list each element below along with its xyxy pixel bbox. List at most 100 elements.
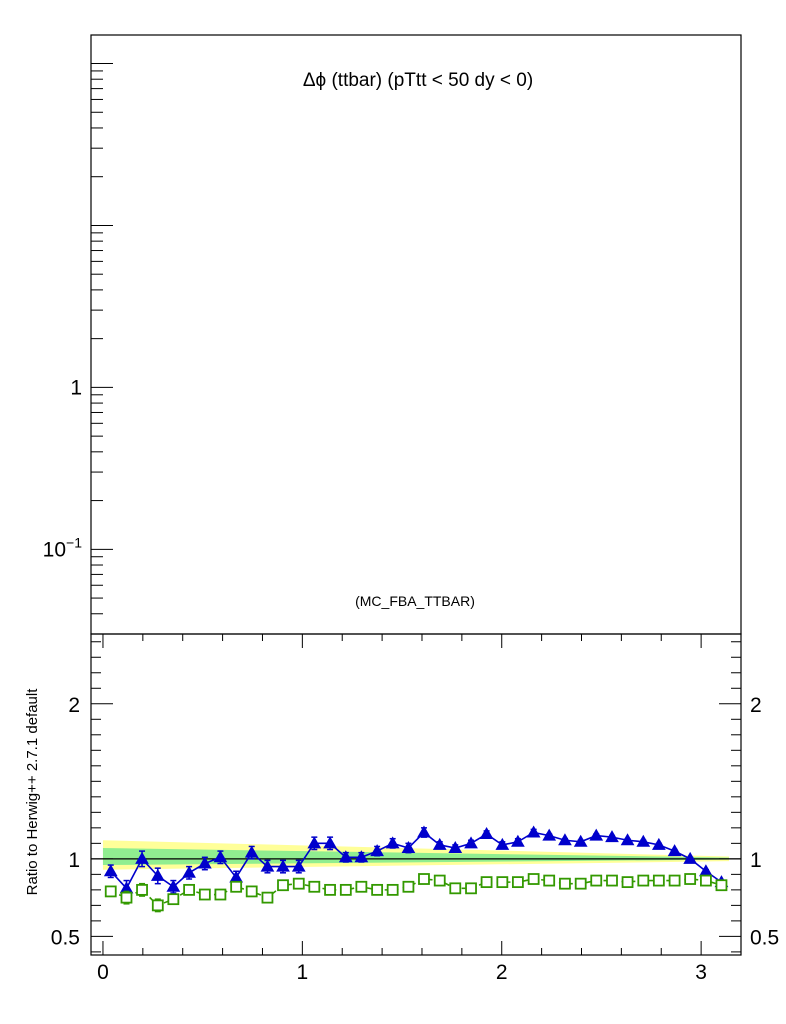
x-tick-label: 0 (97, 961, 109, 984)
data-point-square (496, 876, 509, 889)
data-point-triangle (166, 879, 181, 892)
data-point-triangle (667, 844, 682, 857)
data-point-triangle (526, 825, 541, 838)
data-point-square (684, 873, 697, 885)
data-point-triangle (338, 850, 353, 863)
data-point-square (120, 891, 133, 904)
data-point-square (700, 874, 712, 887)
data-point-triangle (683, 851, 698, 864)
data-point-square (151, 899, 164, 912)
data-point-square (292, 877, 305, 890)
data-point-triangle (511, 834, 525, 847)
data-point-square (214, 888, 227, 901)
data-point-triangle (276, 859, 290, 872)
ratio-y-tick-label-right: 0.5 (750, 926, 779, 949)
ratio-y-tick-label: 2 (68, 694, 80, 717)
data-point-square (277, 879, 289, 892)
data-point-square (386, 883, 399, 896)
data-point-square (339, 883, 352, 896)
ratio-series (103, 825, 729, 913)
ratio-y-tick-label: 1 (68, 849, 80, 872)
x-tick-label: 2 (496, 961, 508, 984)
main-y-axis-labels: 1 10−1 (43, 376, 83, 561)
data-point-triangle (135, 851, 149, 864)
data-point-square (527, 873, 540, 885)
data-point-square (590, 874, 603, 887)
ratio-axis-labels: 0 1 2 3 0.5 0.5 1 1 2 2 (51, 694, 779, 984)
data-point-square (511, 876, 524, 889)
data-point-triangle (150, 868, 165, 881)
data-point-triangle (370, 844, 384, 857)
main-y-axis-ticks (91, 63, 113, 635)
data-point-triangle (605, 830, 619, 843)
main-y-tick-label: 10−1 (43, 534, 83, 561)
tick-label-base: 1 (70, 376, 82, 399)
data-point-square (606, 874, 618, 887)
data-point-square (621, 876, 634, 889)
data-point-triangle (354, 850, 369, 863)
data-point-triangle (417, 825, 431, 838)
main-panel-annotation: (MC_FBA_TTBAR) (355, 593, 475, 609)
data-point-square (104, 885, 117, 898)
data-point-square (449, 882, 462, 895)
data-point-triangle (323, 836, 337, 849)
data-point-square (574, 877, 587, 890)
x-tick-label: 1 (297, 961, 309, 984)
data-point-triangle (620, 833, 635, 846)
ratio-series-2 (104, 873, 728, 913)
ratio-y-tick-label: 0.5 (51, 926, 80, 949)
data-point-square (637, 874, 650, 887)
data-point-square (167, 893, 180, 906)
data-point-square (308, 880, 321, 893)
x-tick-label: 3 (695, 961, 707, 984)
data-point-triangle (589, 828, 604, 841)
ratio-y-tick-label-right: 2 (750, 694, 762, 717)
data-point-square (402, 880, 415, 893)
main-panel-title: Δϕ (ttbar) (pTtt < 50 dy < 0) (303, 70, 533, 91)
data-point-square (245, 885, 258, 898)
data-point-square (465, 882, 477, 895)
data-point-square (433, 874, 446, 887)
ratio-panel: 0 1 2 3 0.5 0.5 1 1 2 2 Ratio to Herwig++ 2.7.1 d… (24, 633, 779, 984)
data-point-square (371, 883, 384, 896)
data-point-triangle (573, 834, 588, 847)
data-point-square (183, 883, 195, 896)
data-point-triangle (103, 864, 118, 877)
data-point-triangle (197, 856, 212, 869)
title-symbol: Δϕ (303, 70, 326, 91)
title-rest: (ttbar) (pTtt < 50 dy < 0) (326, 70, 533, 91)
data-point-square (652, 874, 665, 887)
data-point-triangle (401, 840, 416, 853)
tick-label-exponent: −1 (66, 534, 82, 550)
data-point-triangle (464, 836, 478, 849)
data-point-square (230, 880, 243, 893)
data-point-triangle (558, 833, 572, 846)
data-point-triangle (291, 859, 306, 872)
data-point-square (480, 876, 493, 889)
ratio-y-tick-label-right: 1 (750, 849, 762, 872)
data-point-square (543, 874, 556, 887)
data-point-triangle (244, 845, 259, 858)
data-point-triangle (448, 840, 463, 853)
data-point-square (715, 879, 728, 892)
data-point-square (324, 883, 336, 896)
data-point-triangle (542, 828, 557, 841)
data-point-triangle (495, 837, 510, 850)
data-point-square (418, 873, 430, 885)
data-point-triangle (307, 836, 322, 849)
data-point-square (668, 874, 681, 887)
series-line (110, 831, 722, 890)
data-point-triangle (385, 836, 400, 849)
data-point-triangle (182, 865, 196, 878)
main-y-tick-label: 1 (70, 376, 82, 399)
data-point-square (355, 880, 368, 893)
tick-label-base: 10 (43, 538, 66, 561)
data-point-triangle (651, 837, 666, 850)
data-point-triangle (479, 827, 494, 840)
data-point-triangle (636, 834, 651, 847)
ratio-panel-frame (90, 633, 742, 956)
data-point-square (136, 883, 148, 896)
data-point-triangle (432, 837, 447, 850)
